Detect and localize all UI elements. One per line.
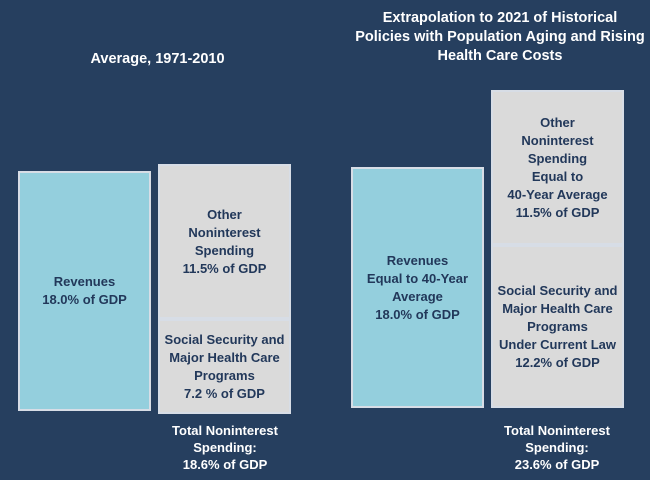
left-panel-title: Average, 1971-2010 <box>90 51 225 67</box>
right-other-spending-box: Other Noninterest Spending Equal to 40-Y… <box>491 90 624 245</box>
right-total-spending: Total Noninterest Spending: 23.6% of GDP <box>504 423 610 472</box>
right-other-spending-label: Other Noninterest Spending Equal to 40-Y… <box>507 114 608 220</box>
left-social-security-label: Social Security and Major Health Care Pr… <box>164 331 285 401</box>
right-revenues-box: Revenues Equal to 40-Year Average 18.0% … <box>351 167 484 408</box>
left-social-security-box: Social Security and Major Health Care Pr… <box>158 319 291 414</box>
right-revenues-label: Revenues Equal to 40-Year Average 18.0% … <box>366 252 469 322</box>
left-total-spending: Total Noninterest Spending: 18.6% of GDP <box>172 423 278 472</box>
right-social-security-label: Social Security and Major Health Care Pr… <box>497 282 618 370</box>
left-other-spending-label: Other Noninterest Spending 11.5% of GDP <box>182 206 267 276</box>
right-panel-title: Extrapolation to 2021 of Historical Poli… <box>355 10 645 64</box>
right-social-security-box: Social Security and Major Health Care Pr… <box>491 245 624 408</box>
left-revenues-box: Revenues 18.0% of GDP <box>18 171 151 411</box>
left-other-spending-box: Other Noninterest Spending 11.5% of GDP <box>158 164 291 319</box>
left-revenues-label: Revenues 18.0% of GDP <box>42 274 127 307</box>
